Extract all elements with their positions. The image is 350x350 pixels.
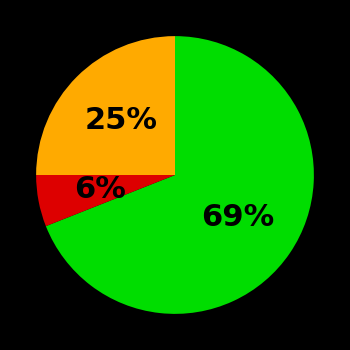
Wedge shape	[36, 175, 175, 226]
Text: 6%: 6%	[74, 175, 126, 204]
Text: 25%: 25%	[84, 106, 158, 135]
Text: 69%: 69%	[202, 203, 275, 232]
Wedge shape	[46, 36, 314, 314]
Wedge shape	[36, 36, 175, 175]
